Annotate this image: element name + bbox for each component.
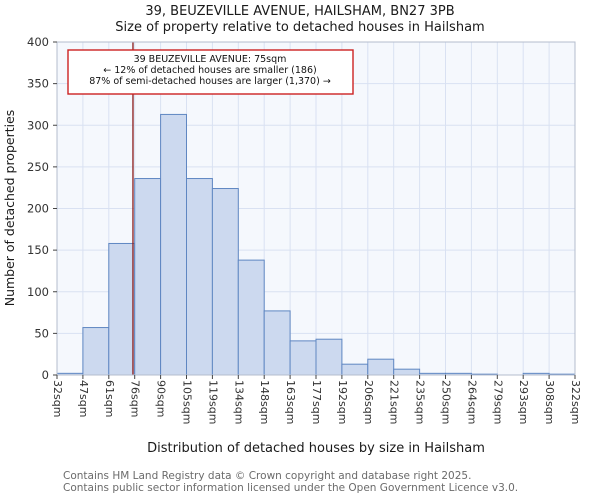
annotation-line-3: 87% of semi-detached houses are larger (… [89,76,331,87]
histogram-bars [56,113,576,376]
x-tick-label: 250sqm [440,380,453,424]
x-tick-label: 192sqm [336,380,349,424]
x-tick-label: 61sqm [103,380,116,417]
histogram-bar [186,178,213,376]
histogram-bar [367,358,395,376]
histogram-bar [134,178,162,376]
y-tick-label: 100 [27,285,49,299]
histogram-bar [237,259,265,376]
x-tick-label: 235sqm [414,380,427,424]
histogram-bar [315,338,343,376]
x-tick-label: 308sqm [543,380,556,424]
histogram-bar [108,242,136,376]
x-tick-label: 148sqm [258,380,271,424]
x-tick-label: 177sqm [310,380,323,424]
y-tick-label: 250 [27,160,49,174]
x-tick-label: 322sqm [569,380,582,424]
x-tick-label: 163sqm [284,380,297,424]
histogram-bar [393,368,421,376]
x-tick-label: 293sqm [517,380,530,424]
histogram-bar [289,340,317,376]
x-axis-label: Distribution of detached houses by size … [147,441,485,456]
y-tick-label: 400 [27,35,49,49]
x-tick-label: 134sqm [232,380,245,424]
histogram-bar [82,327,110,376]
x-tick-label: 206sqm [362,380,375,424]
x-axis-ticks: 32sqm 47sqm 61sqm 76sqm 90sqm 105sqm 119sqm 134… [51,375,582,424]
histogram-bar [211,188,239,376]
y-axis-label: Number of detached properties [2,110,17,307]
histogram-bar [263,310,291,376]
footer-line-1: Contains HM Land Registry data © Crown c… [63,470,471,482]
x-tick-label: 90sqm [155,380,168,417]
y-tick-label: 150 [27,243,49,257]
y-axis-ticks: 0 50 100 150 200 250 300 350 400 [27,35,57,382]
y-tick-label: 50 [34,326,49,340]
annotation-line-2: ← 12% of detached houses are smaller (18… [103,65,316,76]
annotation-line-1: 39 BEUZEVILLE AVENUE: 75sqm [134,54,287,65]
chart-subtitle: Size of property relative to detached ho… [115,20,484,35]
y-tick-label: 0 [42,368,49,382]
y-tick-label: 200 [27,202,49,216]
x-tick-label: 76sqm [129,380,142,417]
x-tick-label: 47sqm [77,380,90,417]
annotation-box [67,49,354,95]
footer-line-2: Contains public sector information licen… [63,482,518,494]
histogram-bar [160,113,188,376]
y-tick-label: 350 [27,77,49,91]
x-tick-label: 221sqm [388,380,401,424]
x-tick-label: 264sqm [465,380,478,424]
x-tick-label: 119sqm [206,380,219,424]
x-tick-label: 279sqm [491,380,504,424]
chart-title: 39, BEUZEVILLE AVENUE, HAILSHAM, BN27 3P… [145,4,454,19]
x-tick-label: 32sqm [51,380,64,417]
histogram-bar [341,363,369,376]
y-tick-label: 300 [27,118,49,132]
x-tick-label: 105sqm [181,380,194,424]
